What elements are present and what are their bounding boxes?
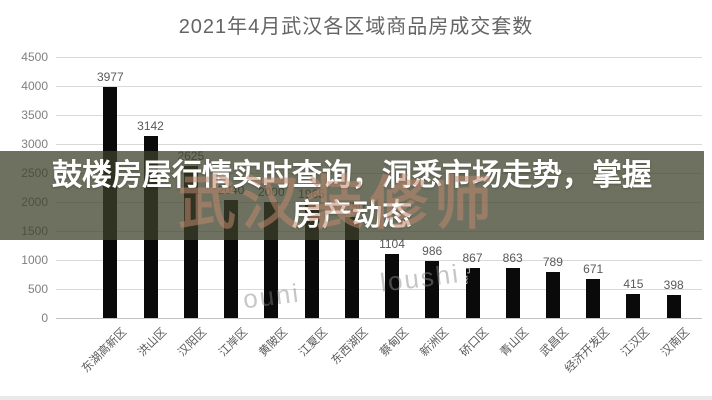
bar-蔡甸区 <box>385 254 399 318</box>
x-axis-label-江夏区: 江夏区 <box>297 326 331 360</box>
y-axis-tick-label: 0 <box>41 311 48 325</box>
y-axis-tick-label: 3500 <box>21 108 48 122</box>
gridline-4000 <box>56 86 702 87</box>
value-label-洪山区: 3142 <box>137 118 164 133</box>
bar-东西湖区 <box>344 216 359 318</box>
x-axis-label-硚口区: 硚口区 <box>458 326 492 360</box>
value-label-经济开发区: 671 <box>583 262 604 277</box>
x-axis-label-新洲区: 新洲区 <box>417 326 451 360</box>
bar-武昌区 <box>545 272 560 318</box>
x-axis-label-汉阳区: 汉阳区 <box>176 326 210 360</box>
value-label-江汉区: 415 <box>623 276 644 291</box>
bar-江汉区 <box>626 293 641 318</box>
value-label-武昌区: 789 <box>542 255 563 270</box>
y-axis-tick-label: 4000 <box>21 79 48 93</box>
watermark-latin-left: ouni <box>241 277 302 315</box>
gridline-4500 <box>56 57 702 58</box>
x-axis-label-东湖高新区: 东湖高新区 <box>79 326 129 376</box>
bar-经济开发区 <box>586 279 601 318</box>
x-axis-label-黄陂区: 黄陂区 <box>257 326 290 360</box>
gridline-1000 <box>56 260 702 261</box>
x-axis-label-武昌区: 武昌区 <box>538 326 572 360</box>
bar-新洲区 <box>425 260 440 318</box>
gridline-3500 <box>56 115 702 116</box>
value-label-东湖高新区: 3977 <box>96 70 124 85</box>
x-axis-label-洪山区: 洪山区 <box>136 326 170 360</box>
x-axis-label-青山区: 青山区 <box>498 326 532 360</box>
banner-text-line-2: 房产动态 <box>292 198 412 232</box>
value-label-硚口区: 867 <box>462 250 483 265</box>
headline-banner-overlay: 鼓楼房屋行情实时查询，洞悉市场走势，掌握 房产动态 <box>0 151 704 240</box>
x-axis-label-蔡甸区: 蔡甸区 <box>377 326 411 360</box>
gridline-3000 <box>56 144 702 145</box>
x-axis-label-江岸区: 江岸区 <box>216 326 250 360</box>
value-label-汉南区: 398 <box>663 277 684 292</box>
value-label-青山区: 863 <box>502 250 523 265</box>
chart-title: 2021年4月武汉各区域商品房成交套数 <box>178 16 534 38</box>
x-axis-label-汉南区: 汉南区 <box>659 326 693 360</box>
y-axis-tick-label: 4500 <box>21 50 48 64</box>
gridline-500 <box>56 289 702 290</box>
x-axis-label-东西湖区: 东西湖区 <box>329 326 371 368</box>
bottom-strip <box>0 396 712 400</box>
gridline-0 <box>56 318 702 319</box>
watermark-mini: 市m <box>458 263 472 285</box>
bar-汉南区 <box>666 294 681 318</box>
bar-青山区 <box>505 267 520 318</box>
y-axis-tick-label: 3000 <box>21 137 48 151</box>
value-label-蔡甸区: 1104 <box>379 237 405 251</box>
banner-text-line-1: 鼓楼房屋行情实时查询，洞悉市场走势，掌握 <box>52 158 652 192</box>
bar-硚口区 <box>465 267 480 318</box>
value-label-新洲区: 986 <box>422 243 443 258</box>
x-axis-label-江汉区: 江汉区 <box>619 326 653 360</box>
y-axis-tick-label: 500 <box>27 282 48 296</box>
y-axis-tick-label: 1000 <box>21 253 48 267</box>
